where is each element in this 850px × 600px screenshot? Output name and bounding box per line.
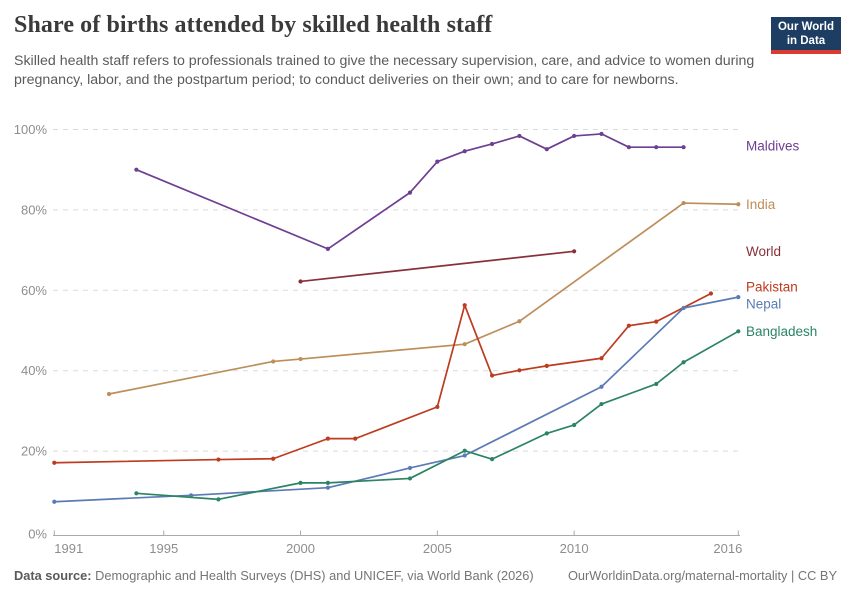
x-tick-label-1995: 1995 xyxy=(149,541,178,556)
series-point-india xyxy=(106,391,112,397)
data-source-label: Data source: xyxy=(14,568,92,583)
series-point-pakistan xyxy=(489,373,495,378)
owid-logo-line2: in Data xyxy=(786,34,826,47)
series-point-pakistan xyxy=(599,356,604,361)
series-point-india xyxy=(736,202,741,207)
series-point-maldives xyxy=(407,190,413,195)
series-point-maldives xyxy=(572,133,577,139)
series-line-world[interactable] xyxy=(300,250,575,283)
series-point-nepal xyxy=(325,485,330,490)
x-tick-label-1991: 1991 xyxy=(54,541,83,556)
series-point-india xyxy=(298,356,303,362)
y-tick-label-60: 60% xyxy=(21,283,47,298)
owid-logo-line1: Our World xyxy=(777,21,834,33)
series-point-pakistan xyxy=(271,456,276,461)
series-point-maldives xyxy=(462,149,467,154)
series-point-maldives xyxy=(599,131,604,137)
series-point-bangladesh xyxy=(298,480,303,485)
series-label-world[interactable]: World xyxy=(746,244,781,259)
data-source-note: Data source: Demographic and Health Surv… xyxy=(14,568,534,583)
series-point-india xyxy=(681,200,686,206)
y-tick-label-80: 80% xyxy=(21,202,47,217)
series-point-maldives xyxy=(134,167,139,172)
series-point-bangladesh xyxy=(544,431,549,436)
series-point-maldives xyxy=(435,159,440,164)
series-label-bangladesh[interactable]: Bangladesh xyxy=(746,324,817,339)
series-point-world xyxy=(298,279,303,284)
page-title: Share of births attended by skilled heal… xyxy=(14,12,493,38)
series-point-india xyxy=(271,359,276,364)
series-point-india xyxy=(462,342,467,347)
series-point-maldives xyxy=(517,133,522,139)
series-point-pakistan xyxy=(544,363,549,368)
series-point-world xyxy=(572,249,577,254)
series-point-pakistan xyxy=(654,319,659,324)
series-point-pakistan xyxy=(435,404,440,409)
series-label-nepal[interactable]: Nepal xyxy=(746,297,781,312)
series-point-maldives xyxy=(544,147,549,152)
series-line-nepal[interactable] xyxy=(54,296,739,503)
series-point-pakistan xyxy=(353,436,358,441)
series-point-pakistan xyxy=(517,368,522,373)
series-point-nepal xyxy=(599,384,604,389)
series-point-pakistan xyxy=(708,291,714,296)
series-point-nepal xyxy=(681,305,686,311)
x-tick-label-2010: 2010 xyxy=(560,541,589,556)
series-point-maldives xyxy=(681,145,686,150)
series-point-nepal xyxy=(407,465,413,471)
series-point-bangladesh xyxy=(681,360,686,365)
series-point-bangladesh xyxy=(216,497,221,502)
series-point-pakistan xyxy=(216,457,221,462)
series-point-maldives xyxy=(654,145,659,150)
y-tick-label-40: 40% xyxy=(21,363,47,378)
series-point-nepal xyxy=(462,453,467,458)
x-tick-label-2005: 2005 xyxy=(423,541,452,556)
series-point-pakistan xyxy=(626,323,631,328)
series-line-pakistan[interactable] xyxy=(54,292,712,464)
series-point-pakistan xyxy=(52,460,57,465)
x-tick-label-2000: 2000 xyxy=(286,541,315,556)
series-point-bangladesh xyxy=(489,457,495,462)
series-line-bangladesh[interactable] xyxy=(136,330,739,501)
series-point-bangladesh xyxy=(462,448,467,453)
series-point-bangladesh xyxy=(134,491,139,496)
series-point-maldives xyxy=(325,246,330,251)
x-tick-label-2016: 2016 xyxy=(713,541,742,556)
series-point-nepal xyxy=(52,499,57,504)
series-label-india[interactable]: India xyxy=(746,197,776,212)
series-point-bangladesh xyxy=(736,329,741,334)
series-point-bangladesh xyxy=(572,422,577,428)
series-point-india xyxy=(517,319,522,324)
series-line-india[interactable] xyxy=(108,202,739,395)
y-tick-label-100: 100% xyxy=(14,122,48,137)
y-tick-label-0: 0% xyxy=(28,527,47,542)
series-point-bangladesh xyxy=(325,480,330,485)
series-label-maldives[interactable]: Maldives xyxy=(746,139,800,154)
data-source-text: Demographic and Health Surveys (DHS) and… xyxy=(91,568,534,583)
series-point-nepal xyxy=(189,493,194,498)
series-point-bangladesh xyxy=(599,401,604,407)
series-point-pakistan xyxy=(462,303,467,308)
series-point-maldives xyxy=(489,141,495,147)
series-point-bangladesh xyxy=(654,381,659,387)
series-point-nepal xyxy=(736,295,741,300)
owid-logo[interactable]: Our World in Data xyxy=(771,17,841,54)
series-point-pakistan xyxy=(325,436,330,441)
series-label-pakistan[interactable]: Pakistan xyxy=(746,280,798,295)
footer-link[interactable]: OurWorldinData.org/maternal-mortality | … xyxy=(567,568,837,583)
chart-footer: Data source: Demographic and Health Surv… xyxy=(14,568,837,583)
series-point-bangladesh xyxy=(407,476,413,481)
chart-subtitle: Skilled health staff refers to professio… xyxy=(14,53,755,88)
series-point-maldives xyxy=(626,145,631,150)
y-tick-label-20: 20% xyxy=(21,444,47,459)
